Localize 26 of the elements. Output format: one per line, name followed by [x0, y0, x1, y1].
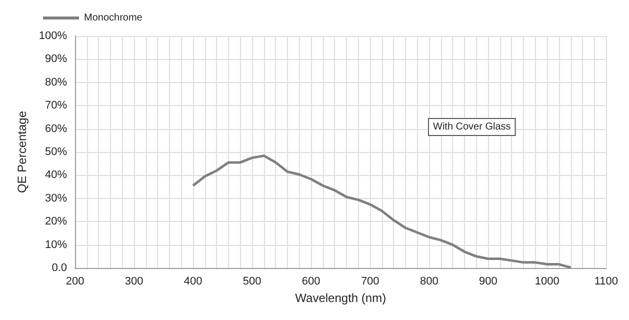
x-tick-label: 200: [66, 276, 84, 288]
legend-label: Monochrome: [84, 12, 143, 24]
x-tick-label: 1000: [534, 276, 560, 288]
x-tick-label: 700: [360, 276, 380, 288]
y-tick-label: 0.0: [52, 262, 68, 274]
y-tick-label: 10%: [45, 238, 68, 251]
y-tick-label: 20%: [45, 216, 68, 228]
line-series: [192, 154, 572, 269]
y-tick-label: 60%: [45, 122, 68, 135]
y-tick-label: 40%: [45, 169, 68, 182]
y-tick-label: 70%: [45, 100, 68, 112]
x-tick-label: 400: [184, 276, 202, 288]
x-tick-label: 900: [478, 276, 498, 288]
x-tick-label: 800: [420, 276, 438, 288]
x-axis-title: Wavelength (nm): [295, 291, 386, 305]
y-tick-label: 80%: [45, 76, 68, 88]
y-tick-label: 90%: [45, 53, 68, 66]
y-tick-label: 100%: [38, 30, 68, 42]
x-tick-label: 300: [124, 276, 144, 288]
x-tick-label: 600: [302, 276, 320, 288]
x-tick-label: 1100: [594, 276, 618, 288]
y-tick-label: 50%: [45, 146, 68, 158]
annotation: With Cover Glass: [433, 122, 511, 132]
y-axis-title: QE Percentage: [15, 110, 29, 194]
y-tick-label: 30%: [45, 192, 68, 204]
x-tick-label: 500: [242, 276, 262, 288]
